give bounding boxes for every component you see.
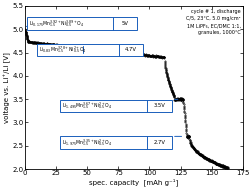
Bar [27, 17, 137, 30]
Text: 5V: 5V [121, 21, 128, 26]
Bar [37, 44, 143, 56]
Y-axis label: voltage vs. Li⁺/Li [V]: voltage vs. Li⁺/Li [V] [4, 52, 11, 123]
Text: Li$_{0.175}$Mn$_{1.5}^{3.92+}$Ni$_{0.5}^{3.89+}$O$_4$: Li$_{0.175}$Mn$_{1.5}^{3.92+}$Ni$_{0.5}^… [29, 18, 84, 29]
X-axis label: spec. capacity  [mAh g⁻¹]: spec. capacity [mAh g⁻¹] [89, 178, 178, 186]
Text: cycle # 1, discharge
C/5, 23°C, 5.0 mg/cm²
1M LiPF₆, EC/DMC 1:1,
granules, 1000°: cycle # 1, discharge C/5, 23°C, 5.0 mg/c… [185, 9, 240, 35]
Text: Li$_{0.83}$Mn$_{1.5}^{3.78+}$Ni$_{0.5}^{2+}$O$_4$: Li$_{0.83}$Mn$_{1.5}^{3.78+}$Ni$_{0.5}^{… [39, 45, 87, 55]
Text: 3.5V: 3.5V [153, 103, 165, 108]
Text: 4.7V: 4.7V [124, 47, 137, 53]
Text: Li$_{1.495}$Mn$_{1.5}^{3.67+}$Ni$_{0.5}^{2+}$O$_4$: Li$_{1.495}$Mn$_{1.5}^{3.67+}$Ni$_{0.5}^… [61, 101, 111, 111]
Bar [60, 136, 171, 149]
Text: 2.7V: 2.7V [153, 140, 165, 145]
Text: Li$_{1.975}$Mn$_{1.5}^{3.35+}$Ni$_{0.5}^{2+}$O$_4$: Li$_{1.975}$Mn$_{1.5}^{3.35+}$Ni$_{0.5}^… [61, 137, 111, 148]
Bar [60, 100, 171, 112]
